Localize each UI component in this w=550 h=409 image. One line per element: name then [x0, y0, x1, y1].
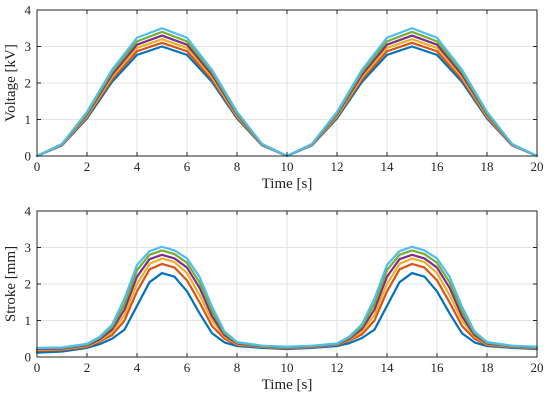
stroke-x-tick-label: 16 [431, 360, 445, 375]
stroke-x-tick-label: 6 [184, 360, 191, 375]
stroke-y-tick-label: 3 [25, 240, 32, 255]
stroke-y-axis-label: Stroke [mm] [3, 246, 19, 322]
stroke-x-tick-label: 18 [481, 360, 494, 375]
stroke-x-tick-label: 2 [84, 360, 91, 375]
stroke-series-line-6 [35, 245, 539, 349]
voltage-x-tick-label: 12 [331, 159, 344, 174]
voltage-x-tick-label: 8 [234, 159, 241, 174]
voltage-x-tick-label: 18 [481, 159, 494, 174]
voltage-x-tick-label: 20 [531, 159, 544, 174]
stroke-x-tick-label: 4 [134, 360, 141, 375]
voltage-y-tick-label: 1 [25, 112, 32, 127]
voltage-y-tick-label: 4 [25, 3, 32, 18]
voltage-y-tick-label: 3 [25, 39, 32, 54]
voltage-x-tick-label: 0 [34, 159, 41, 174]
stroke-x-tick-label: 10 [281, 360, 294, 375]
voltage-x-tick-label: 14 [381, 159, 395, 174]
stroke-x-tick-label: 0 [34, 360, 41, 375]
voltage-x-tick-label: 4 [134, 159, 141, 174]
voltage-x-tick-label: 6 [184, 159, 191, 174]
stroke-x-axis-label: Time [s] [262, 377, 313, 393]
voltage-x-axis-label: Time [s] [262, 176, 313, 192]
voltage-x-tick-label: 10 [281, 159, 294, 174]
stroke-y-tick-label: 2 [25, 277, 32, 292]
stroke-y-tick-label: 4 [25, 204, 32, 219]
voltage-x-tick-label: 16 [431, 159, 445, 174]
stroke-y-tick-label: 1 [25, 313, 32, 328]
stroke-x-tick-label: 14 [381, 360, 395, 375]
stroke-x-tick-label: 12 [331, 360, 344, 375]
voltage-y-tick-label: 2 [25, 76, 32, 91]
stroke-y-tick-label: 0 [25, 350, 32, 365]
stroke-x-tick-label: 8 [234, 360, 241, 375]
voltage-y-axis-label: Voltage [kV] [3, 44, 19, 122]
voltage-x-tick-label: 2 [84, 159, 91, 174]
voltage-y-tick-label: 0 [25, 149, 32, 164]
stroke-x-tick-label: 20 [531, 360, 544, 375]
